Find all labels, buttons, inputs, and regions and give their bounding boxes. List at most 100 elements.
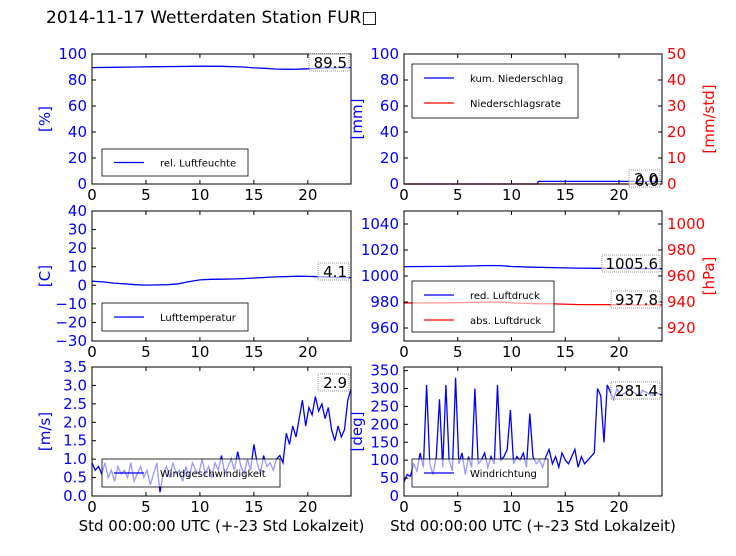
y-tick-label: 3.0 [63, 376, 87, 394]
legend-label: Windrichtung [470, 469, 537, 480]
x-tick-label: 5 [141, 343, 151, 361]
current-value-box [317, 262, 350, 281]
y-tick-label: 40 [68, 123, 87, 141]
y-tick-label: 350 [370, 362, 399, 380]
x-tick-label: 20 [609, 343, 628, 361]
x-tick-label: 0 [87, 343, 97, 361]
x-axis-label: Std 00:00:00 UTC (+-23 Std Lokalzeit) [79, 517, 365, 535]
y-tick-label: 100 [370, 451, 399, 469]
x-tick-label: 0 [87, 498, 97, 516]
y-tick-label: 40 [68, 202, 87, 220]
axes-frame [403, 53, 663, 185]
x-tick-label: 0 [399, 343, 409, 361]
current-value-box [628, 169, 661, 188]
x-tick-label: 20 [298, 186, 317, 204]
y-right-tick-label: 940 [667, 293, 696, 311]
current-value: 2.9 [323, 374, 347, 392]
legend: Windrichtung [411, 458, 549, 488]
axes-frame [91, 210, 352, 342]
x-tick-label: 10 [502, 343, 521, 361]
panel-pressure: 0 5 10 15 20 960 980 1000 1020 1040 920 940 960 980 10… [361, 210, 718, 361]
x-tick-label: 10 [190, 498, 209, 516]
current-value-right: 937.8 [615, 291, 658, 309]
x-tick-label: 15 [244, 343, 263, 361]
legend-frame [411, 63, 579, 119]
y-right-tick-label: 1000 [667, 215, 705, 233]
y-tick-label: 20 [68, 239, 87, 257]
y-right-tick-label: 50 [667, 45, 686, 63]
legend-label: Lufttemperatur [160, 313, 237, 324]
y-tick-label: 2.5 [63, 395, 87, 413]
y-tick-label: 2.0 [63, 413, 87, 431]
series-line-1 [91, 275, 352, 286]
x-tick-label: 15 [556, 186, 575, 204]
y-tick-label: −20 [55, 313, 87, 331]
current-value: 2.0 [634, 170, 658, 188]
y-tick-label: 1040 [361, 215, 399, 233]
y-tick-label: 300 [370, 380, 399, 398]
y-tick-label: 0.0 [63, 487, 87, 505]
legend-label: Windgeschwindigkeit [160, 469, 266, 480]
y-right-axis-label: [hPa] [700, 257, 718, 296]
y-tick-label: 30 [68, 221, 87, 239]
x-axis-label: Std 00:00:00 UTC (+-23 Std Lokalzeit) [390, 517, 676, 535]
y-tick-label: 3.5 [63, 358, 87, 376]
y-axis-label: [%] [36, 106, 54, 132]
legend-label: rel. Luftfeuchte [160, 159, 236, 170]
current-value-right-box [610, 290, 661, 309]
y-tick-label: 1020 [361, 241, 399, 259]
x-tick-label: 10 [190, 186, 209, 204]
legend-label: kum. Niederschlag [470, 74, 563, 85]
y-tick-label: 50 [380, 469, 399, 487]
y-right-tick-label: 0 [667, 175, 677, 193]
y-tick-label: 80 [380, 71, 399, 89]
y-tick-label: 40 [380, 123, 399, 141]
legend: kum. Niederschlag Niederschlagsrate [411, 63, 579, 119]
y-tick-label: 0 [389, 175, 399, 193]
y-tick-label: 1000 [361, 267, 399, 285]
y-right-tick-label: 20 [667, 123, 686, 141]
y-tick-label: 960 [370, 319, 399, 337]
y-tick-label: 0 [77, 175, 87, 193]
y-tick-label: 10 [68, 258, 87, 276]
legend-frame [411, 280, 555, 333]
panel-humidity: 0 5 10 15 20 0 20 40 60 80 100 [%] 89.5 rel. Luftfeuc… [36, 45, 352, 204]
x-tick-label: 5 [453, 186, 463, 204]
y-tick-label: 1.0 [63, 450, 87, 468]
y-tick-label: 0 [389, 487, 399, 505]
legend-label: abs. Luftdruck [470, 316, 541, 327]
y-tick-label: 200 [370, 415, 399, 433]
legend: Windgeschwindigkeit [101, 458, 281, 488]
y-right-axis-label: [mm/std] [700, 84, 718, 153]
x-tick-label: 5 [453, 343, 463, 361]
x-tick-label: 5 [141, 186, 151, 204]
current-value-box [308, 53, 350, 72]
y-tick-label: 150 [370, 433, 399, 451]
legend: rel. Luftfeuchte [101, 148, 249, 177]
legend-label: Niederschlagsrate [470, 99, 561, 110]
panel-precipitation: 0 5 10 15 20 0 20 40 60 80 100 0 10 20 30 40 50 [mm] [mm/s… [348, 45, 718, 204]
y-right-tick-label: 980 [667, 241, 696, 259]
current-value: 1005.6 [606, 255, 659, 273]
y-tick-label: 60 [380, 97, 399, 115]
x-tick-label: 20 [609, 498, 628, 516]
y-tick-label: −10 [55, 295, 87, 313]
y-axis-label: [mm] [348, 99, 366, 140]
y-right-tick-label: 10 [667, 149, 686, 167]
x-tick-label: 10 [502, 498, 521, 516]
y-right-tick-label: 40 [667, 71, 686, 89]
current-value: 281.4 [615, 382, 658, 400]
x-tick-label: 10 [190, 343, 209, 361]
y-tick-label: 980 [370, 293, 399, 311]
y-right-tick-label: 920 [667, 319, 696, 337]
x-tick-label: 0 [399, 186, 409, 204]
x-tick-label: 20 [298, 498, 317, 516]
x-tick-label: 15 [244, 498, 263, 516]
y-tick-label: 80 [68, 71, 87, 89]
y-tick-label: 20 [68, 149, 87, 167]
x-tick-label: 15 [244, 186, 263, 204]
